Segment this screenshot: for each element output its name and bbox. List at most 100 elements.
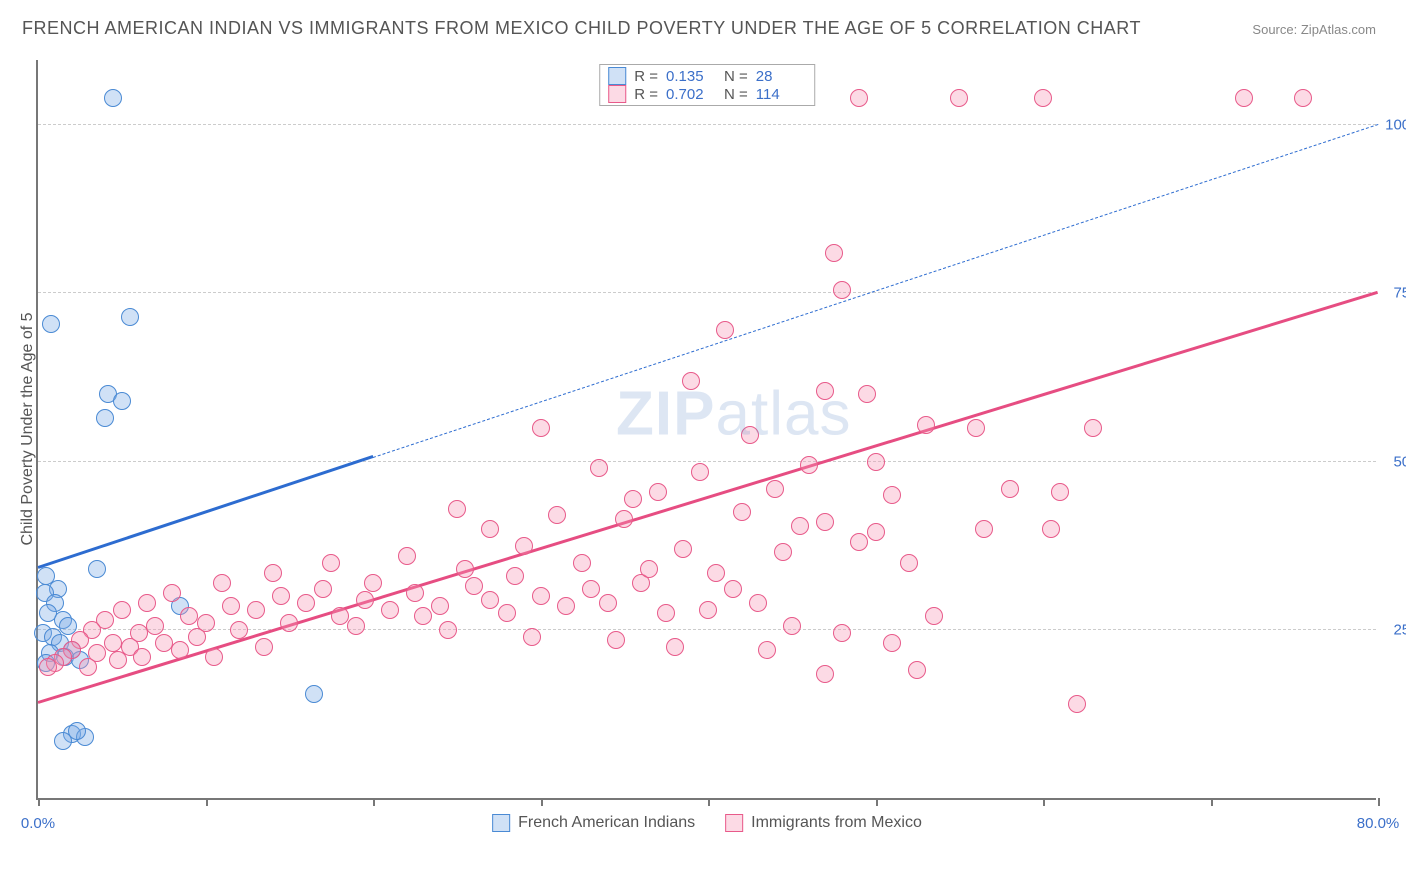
scatter-chart: Child Poverty Under the Age of 5 ZIPatla… <box>36 60 1376 800</box>
legend-swatch <box>608 67 626 85</box>
data-point <box>816 513 834 531</box>
data-point <box>264 564 282 582</box>
data-point <box>113 392 131 410</box>
data-point <box>883 486 901 504</box>
y-tick-label: 100.0% <box>1385 117 1406 134</box>
data-point <box>42 315 60 333</box>
source-link[interactable]: ZipAtlas.com <box>1301 22 1376 37</box>
data-point <box>833 624 851 642</box>
data-point <box>79 658 97 676</box>
data-point <box>247 601 265 619</box>
legend-item: Immigrants from Mexico <box>725 814 922 832</box>
data-point <box>883 634 901 652</box>
data-point <box>515 537 533 555</box>
data-point <box>222 597 240 615</box>
legend-item: French American Indians <box>492 814 695 832</box>
data-point <box>800 456 818 474</box>
data-point <box>674 540 692 558</box>
data-point <box>414 607 432 625</box>
data-point <box>724 580 742 598</box>
gridline <box>38 124 1376 125</box>
data-point <box>255 638 273 656</box>
data-point <box>1294 89 1312 107</box>
data-point <box>314 580 332 598</box>
legend-n-label: N = <box>724 68 748 85</box>
trend-line <box>373 124 1378 458</box>
data-point <box>133 648 151 666</box>
data-point <box>1084 419 1102 437</box>
data-point <box>666 638 684 656</box>
data-point <box>272 587 290 605</box>
data-point <box>171 641 189 659</box>
data-point <box>1034 89 1052 107</box>
data-point <box>456 560 474 578</box>
data-point <box>431 597 449 615</box>
data-point <box>297 594 315 612</box>
data-point <box>825 244 843 262</box>
data-point <box>398 547 416 565</box>
data-point <box>733 503 751 521</box>
data-point <box>615 510 633 528</box>
data-point <box>532 587 550 605</box>
data-point <box>816 382 834 400</box>
data-point <box>1051 483 1069 501</box>
data-point <box>858 385 876 403</box>
data-point <box>197 614 215 632</box>
data-point <box>506 567 524 585</box>
data-point <box>816 665 834 683</box>
x-tick-label: 80.0% <box>1357 815 1400 832</box>
data-point <box>649 483 667 501</box>
legend-r-value: 0.135 <box>666 68 716 85</box>
x-tick-label: 0.0% <box>21 815 55 832</box>
legend-row: R =0.135N =28 <box>608 67 806 85</box>
x-tick <box>708 798 710 806</box>
data-point <box>448 500 466 518</box>
data-point <box>791 517 809 535</box>
correlation-legend: R =0.135N =28R =0.702N =114 <box>599 64 815 106</box>
data-point <box>682 372 700 390</box>
data-point <box>230 621 248 639</box>
data-point <box>766 480 784 498</box>
data-point <box>406 584 424 602</box>
data-point <box>163 584 181 602</box>
data-point <box>356 591 374 609</box>
gridline <box>38 292 1376 293</box>
data-point <box>741 426 759 444</box>
data-point <box>1235 89 1253 107</box>
data-point <box>607 631 625 649</box>
data-point <box>573 554 591 572</box>
legend-swatch <box>492 814 510 832</box>
data-point <box>113 601 131 619</box>
data-point <box>582 580 600 598</box>
data-point <box>331 607 349 625</box>
x-tick <box>1378 798 1380 806</box>
x-tick <box>206 798 208 806</box>
data-point <box>900 554 918 572</box>
data-point <box>867 453 885 471</box>
chart-title: FRENCH AMERICAN INDIAN VS IMMIGRANTS FRO… <box>22 18 1141 39</box>
data-point <box>109 651 127 669</box>
data-point <box>180 607 198 625</box>
series-legend: French American Indians Immigrants from M… <box>492 814 922 832</box>
legend-r-value: 0.702 <box>666 86 716 103</box>
data-point <box>146 617 164 635</box>
data-point <box>1068 695 1086 713</box>
data-point <box>439 621 457 639</box>
data-point <box>205 648 223 666</box>
x-tick <box>1043 798 1045 806</box>
x-tick <box>1211 798 1213 806</box>
data-point <box>498 604 516 622</box>
data-point <box>707 564 725 582</box>
y-tick-label: 50.0% <box>1393 453 1406 470</box>
data-point <box>950 89 968 107</box>
y-axis-title: Child Poverty Under the Age of 5 <box>19 312 37 545</box>
data-point <box>833 281 851 299</box>
data-point <box>532 419 550 437</box>
data-point <box>138 594 156 612</box>
data-point <box>917 416 935 434</box>
legend-n-value: 28 <box>756 68 806 85</box>
data-point <box>925 607 943 625</box>
data-point <box>749 594 767 612</box>
data-point <box>657 604 675 622</box>
data-point <box>590 459 608 477</box>
